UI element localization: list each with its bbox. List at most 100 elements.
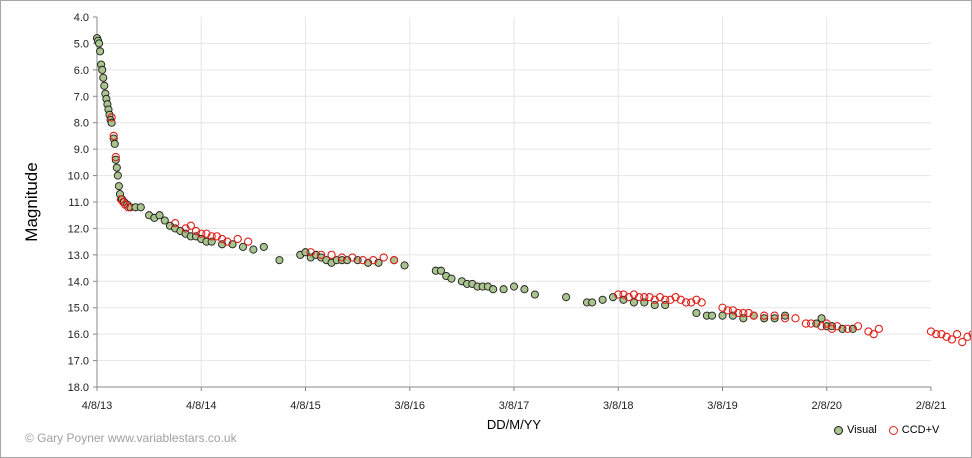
ccdv-point [223, 237, 232, 246]
visual-point [111, 155, 120, 164]
legend-item-visual: Visual [834, 424, 877, 436]
ccdv-point [869, 329, 878, 339]
ccdv-point [697, 298, 706, 307]
visual-point [275, 256, 284, 265]
ccdv-point [207, 232, 216, 241]
ccdv-point [749, 311, 758, 320]
ccdv-point [780, 314, 790, 323]
ccdv-point [191, 226, 201, 236]
ccdv-point [806, 319, 816, 328]
x-tick-label: 3/8/17 [499, 400, 530, 412]
ccdv-point [358, 255, 367, 265]
ccdv-point [947, 335, 956, 344]
y-tick-label: 17.0 [68, 356, 89, 368]
visual-point [770, 314, 779, 323]
x-tick-label: 2/8/21 [916, 400, 947, 412]
y-tick-label: 16.0 [68, 329, 89, 341]
ccdv-point [692, 295, 701, 304]
legend-label-ccdv: CCD+V [901, 424, 940, 436]
ccdv-point [650, 295, 659, 304]
x-tick-label: 4/8/15 [290, 400, 321, 412]
ccdv-point [822, 319, 831, 328]
visual-point [436, 266, 446, 275]
visual-point [708, 311, 717, 320]
y-tick-label: 12.0 [68, 223, 89, 235]
visual-point [400, 261, 409, 270]
visual-point [509, 282, 519, 291]
ccdv-point [739, 308, 748, 318]
visual-point [136, 203, 145, 212]
visual-point [718, 311, 727, 320]
y-tick-label: 13.0 [68, 250, 89, 262]
ccdv-point [233, 234, 242, 244]
ccdv-point [655, 292, 665, 302]
ccdv-point [624, 292, 633, 302]
ccdv-point [801, 319, 811, 328]
ccdv-point [109, 131, 118, 141]
ccdv-point [629, 290, 639, 299]
ccdv-point [671, 292, 680, 302]
ccdv-point [932, 329, 941, 339]
ccdv-point [614, 290, 623, 299]
visual-point [113, 171, 122, 180]
legend-marker-ccdv [888, 425, 898, 435]
x-axis-title: DD/M/YY [487, 417, 542, 432]
ccdv-point [379, 253, 388, 262]
visual-point [155, 211, 164, 220]
visual-point [238, 242, 247, 251]
x-tick-label: 4/8/13 [82, 400, 113, 412]
credit-text: © Gary Poyner www.variablestars.co.uk [25, 431, 237, 445]
legend-marker-visual [834, 425, 843, 435]
ccdv-point [968, 330, 971, 338]
y-tick-label: 4.0 [74, 12, 89, 24]
ccdv-point [744, 308, 753, 318]
ccdv-point [952, 329, 962, 339]
ccdv-point [926, 327, 936, 336]
ccdv-point [124, 203, 133, 212]
ccdv-point [634, 292, 644, 302]
y-tick-label: 5.0 [74, 38, 89, 50]
visual-point [588, 298, 597, 307]
ccdv-point [645, 292, 654, 302]
visual-point [629, 298, 638, 307]
ccdv-point [111, 152, 120, 162]
legend: Visual CCD+V [834, 424, 951, 436]
ccdv-point [958, 337, 967, 347]
ccdv-point [116, 195, 126, 204]
ccdv-point [369, 255, 378, 265]
visual-point [100, 81, 109, 90]
ccdv-point [316, 250, 326, 260]
ccdv-point [107, 113, 116, 122]
ccdv-point [186, 221, 195, 230]
visual-point [692, 308, 701, 318]
visual-point [781, 311, 790, 320]
y-tick-label: 10.0 [68, 171, 89, 183]
y-tick-label: 15.0 [68, 303, 89, 315]
visual-point [447, 274, 456, 283]
ccdv-point [843, 324, 852, 334]
ccdv-point [244, 237, 253, 246]
ccdv-point [181, 224, 190, 233]
ccdv-point [687, 298, 696, 307]
visual-point [760, 314, 769, 323]
visual-point [110, 139, 119, 148]
y-tick-label: 11.0 [68, 197, 89, 209]
ccdv-point [963, 332, 971, 341]
y-tick-label: 14.0 [68, 276, 89, 288]
ccdv-point [640, 292, 649, 302]
visual-point [259, 242, 268, 251]
visual-point [249, 245, 258, 254]
ccdv-point [853, 322, 863, 331]
ccdv-point [666, 295, 675, 304]
x-tick-label: 3/8/16 [394, 400, 425, 412]
ccdv-point [389, 255, 399, 265]
ccdv-point [760, 311, 769, 320]
legend-item-ccdv: CCD+V [888, 424, 940, 436]
ccdv-point [661, 295, 670, 304]
visual-point [95, 39, 104, 48]
visual-point [530, 290, 539, 299]
ccdv-point [197, 229, 206, 238]
ccdv-point [728, 306, 738, 315]
ccdv-point [202, 229, 211, 238]
